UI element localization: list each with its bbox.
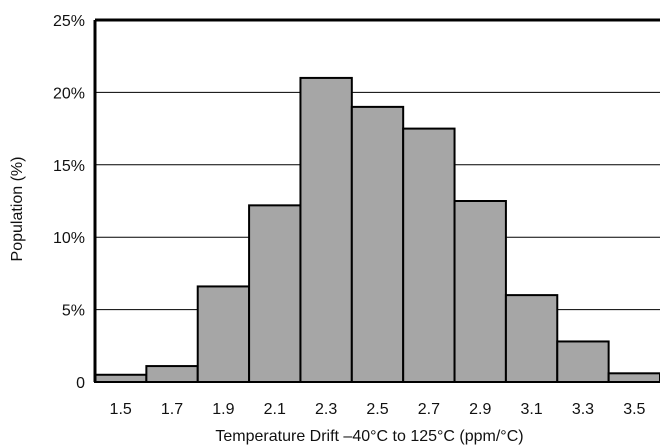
histogram-bar xyxy=(504,294,559,383)
axes-layer xyxy=(93,18,660,383)
x-tick-label: 2.5 xyxy=(366,401,388,418)
x-tick-label: 2.1 xyxy=(264,401,286,418)
x-tick-label: 3.3 xyxy=(572,401,594,418)
y-tick-label: 0 xyxy=(76,375,85,392)
x-tick-label: 3.5 xyxy=(623,401,645,418)
x-tick-label: 1.7 xyxy=(161,401,183,418)
x-tick-label: 1.9 xyxy=(212,401,234,418)
histogram-bar xyxy=(145,365,199,383)
y-tick-label: 20% xyxy=(53,85,85,102)
histogram-bar xyxy=(607,372,660,384)
x-tick-label: 3.1 xyxy=(520,401,542,418)
histogram-bar xyxy=(196,285,251,384)
histogram-bar xyxy=(453,200,507,383)
y-tick-label: 15% xyxy=(53,158,85,175)
y-tick-label: 10% xyxy=(53,230,85,247)
y-tick-label: 25% xyxy=(53,13,85,30)
y-tick-label: 5% xyxy=(62,303,85,320)
x-tick-label: 2.3 xyxy=(315,401,337,418)
ticks-layer: 0 5% 10% 15% 20% 25% 1.5 1.7 1.9 2.1 2.3 2.5 2.7 2.9 3… xyxy=(53,13,646,418)
bars-layer xyxy=(94,76,660,384)
histogram-bar xyxy=(402,127,456,383)
x-tick-label: 2.7 xyxy=(418,401,440,418)
x-tick-label: 2.9 xyxy=(469,401,491,418)
histogram-bar xyxy=(556,340,610,383)
y-axis-title: Population (%) xyxy=(9,157,26,262)
x-axis-title: Temperature Drift –40°C to 125°C (ppm/°C… xyxy=(215,428,523,445)
x-tick-label: 1.5 xyxy=(110,401,132,418)
histogram-bar xyxy=(248,204,302,383)
histogram-bar xyxy=(299,76,353,383)
histogram-bar xyxy=(94,373,148,384)
histogram-bar xyxy=(350,105,405,383)
